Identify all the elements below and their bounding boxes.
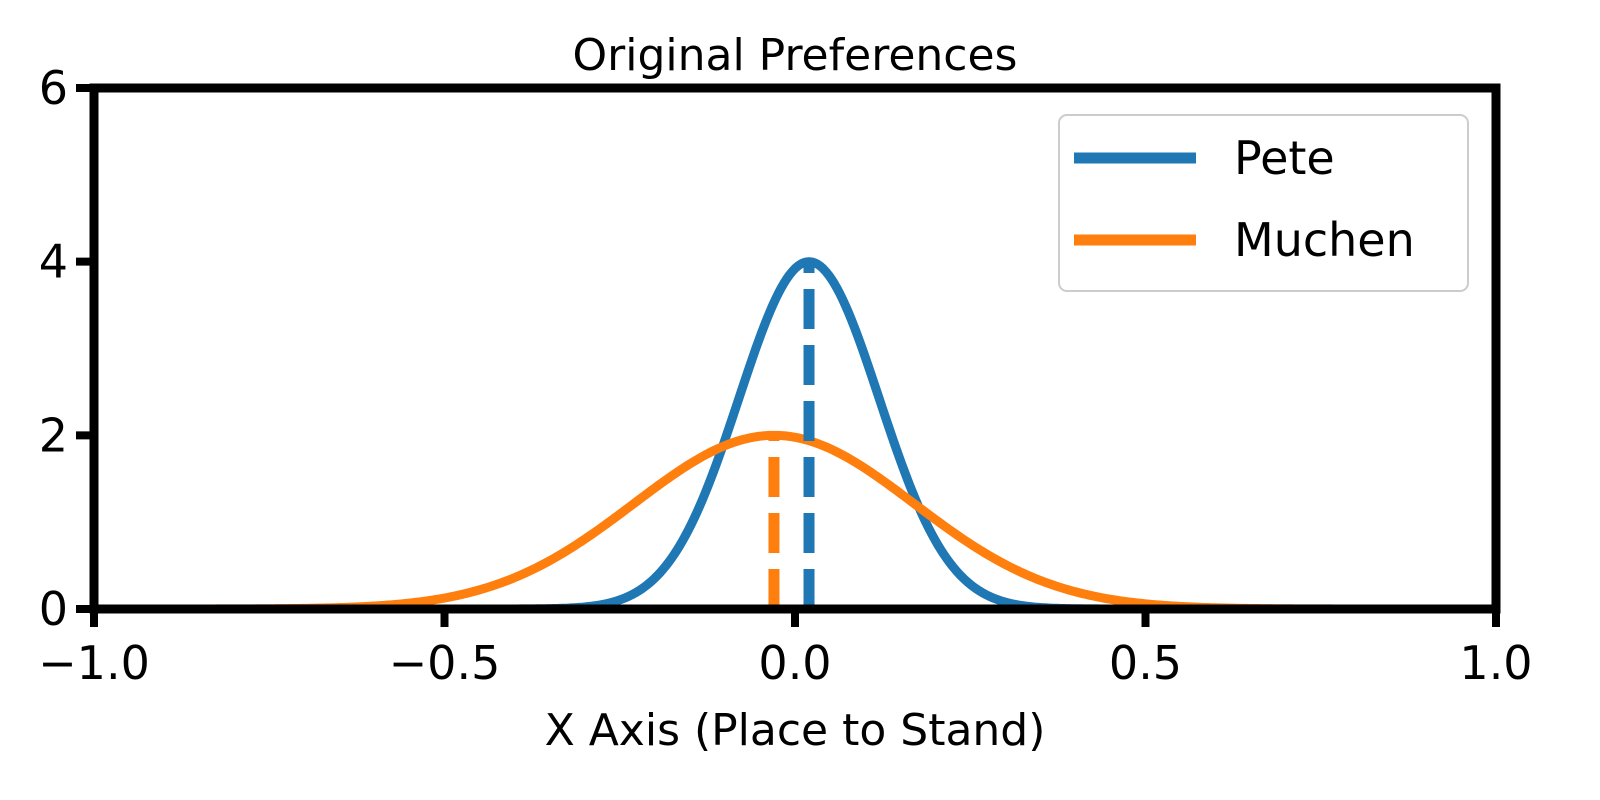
y-tick-label: 0: [39, 582, 68, 636]
y-tick-label: 4: [39, 235, 68, 289]
x-axis-ticks: −1.0 −0.5 0.0 0.5 1.0: [38, 609, 1533, 690]
legend: Pete Muchen: [1058, 114, 1469, 292]
x-tick-label: 0.5: [1109, 636, 1182, 690]
x-tick-label: −1.0: [38, 636, 150, 690]
x-axis-label: X Axis (Place to Stand): [545, 705, 1046, 756]
legend-label-muchen: Muchen: [1234, 213, 1415, 267]
series-line-muchen: [92, 430, 1498, 614]
x-tick-label: −0.5: [389, 636, 501, 690]
plot-area: [92, 257, 1498, 614]
plot-frame: [89, 83, 1501, 614]
chart-title: Original Preferences: [573, 30, 1018, 81]
x-tick-label: 1.0: [1459, 636, 1532, 690]
x-tick-label: 0.0: [758, 636, 831, 690]
y-tick-label: 6: [39, 61, 68, 115]
y-axis-ticks: 0 2 4 6: [39, 61, 94, 636]
legend-label-pete: Pete: [1234, 131, 1335, 185]
y-tick-label: 2: [39, 408, 68, 462]
